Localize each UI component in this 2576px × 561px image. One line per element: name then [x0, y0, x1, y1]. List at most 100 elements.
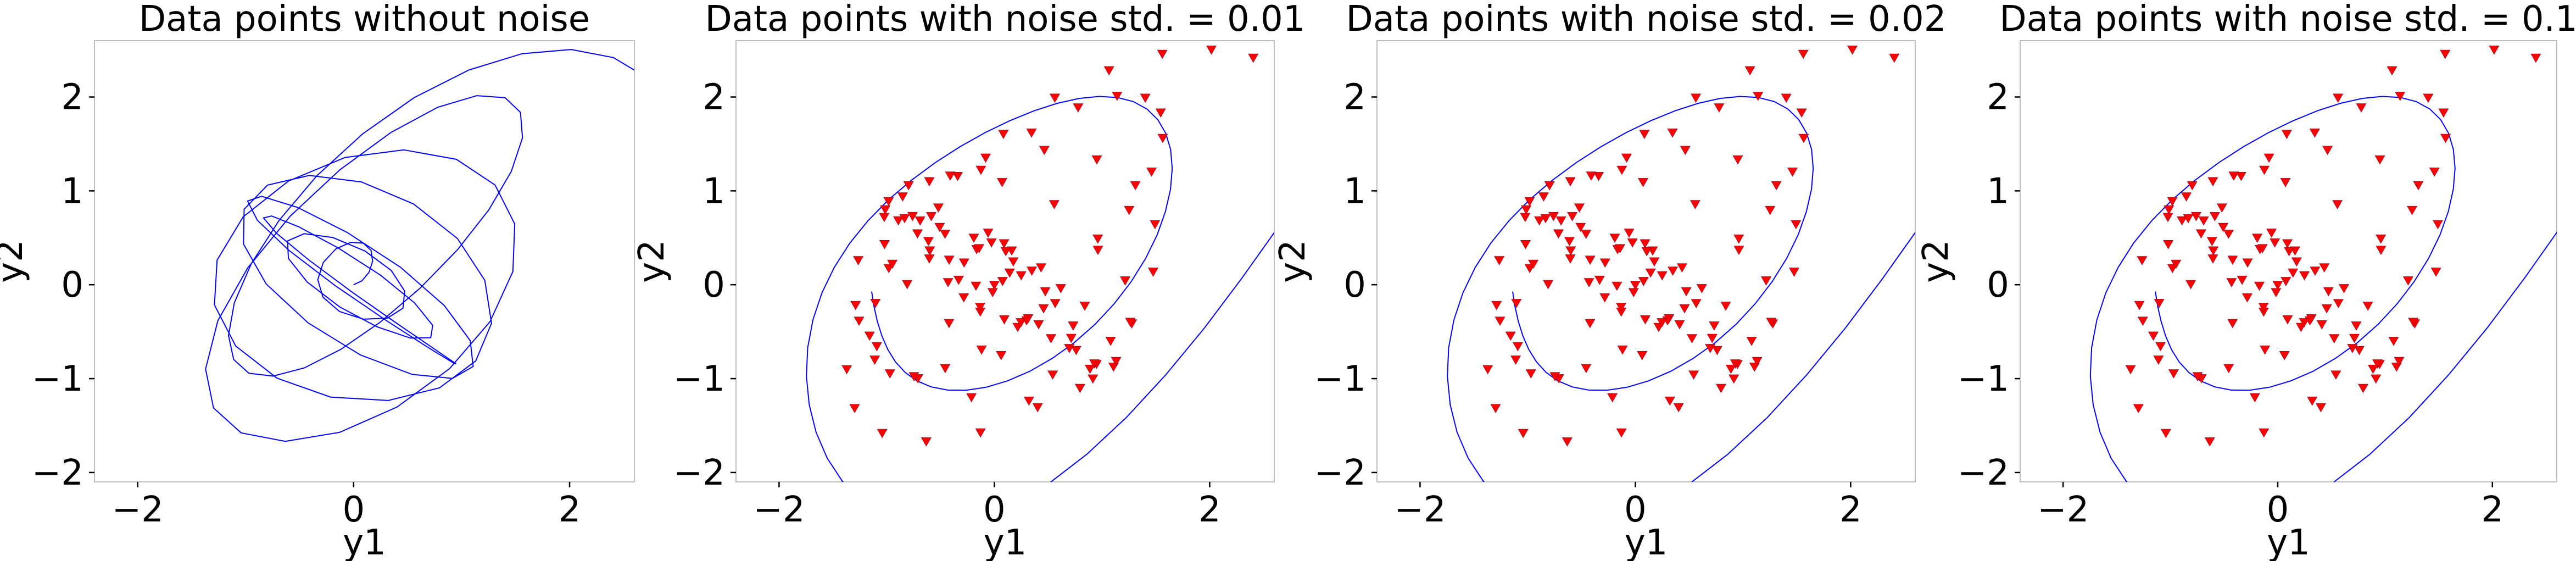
- data-point-marker: [2374, 155, 2385, 165]
- data-point-marker: [921, 437, 932, 447]
- data-point-marker: [1707, 334, 1718, 343]
- data-point-marker: [871, 342, 882, 352]
- data-point-marker: [2252, 234, 2263, 243]
- data-point-marker: [2281, 277, 2291, 286]
- data-point-marker: [1512, 342, 1523, 352]
- x-tick-label: −2: [111, 490, 163, 530]
- data-point-marker: [1089, 359, 1100, 369]
- data-point-marker: [1482, 365, 1493, 375]
- x-tick-label: −2: [2037, 490, 2089, 530]
- data-point-marker: [1781, 93, 1792, 103]
- data-point-marker: [1746, 336, 1757, 346]
- data-point-marker: [2339, 284, 2350, 293]
- data-point-marker: [2235, 171, 2246, 181]
- data-point-marker: [924, 177, 935, 187]
- data-point-marker: [996, 178, 1008, 187]
- data-point-marker: [1124, 205, 1135, 215]
- data-point-marker: [1680, 146, 1691, 155]
- data-point-marker: [2440, 134, 2451, 143]
- chart-title: Data points without noise: [139, 0, 590, 40]
- data-point-marker: [2137, 256, 2148, 265]
- y-tick-label: −2: [1958, 453, 2009, 493]
- data-point-marker: [2167, 197, 2178, 207]
- data-point-marker: [1686, 334, 1698, 343]
- data-point-marker: [1761, 276, 1772, 286]
- data-point-marker: [2349, 334, 2360, 343]
- data-point-marker: [975, 165, 986, 175]
- data-point-marker: [850, 301, 861, 310]
- data-point-marker: [2372, 359, 2383, 369]
- data-point-marker: [966, 393, 977, 403]
- x-tick-label: 0: [2267, 490, 2289, 530]
- data-point-marker: [2171, 259, 2182, 269]
- data-point-marker: [1050, 299, 1061, 308]
- data-point-marker: [2282, 315, 2293, 325]
- data-point-marker: [2530, 53, 2541, 63]
- data-point-marker: [1732, 155, 1743, 165]
- chart-panel-3: Data points with noise std. = 0.02 −2 0 2 −2…: [1273, 0, 1946, 561]
- data-point-marker: [1112, 92, 1123, 101]
- data-point-marker: [2192, 372, 2203, 382]
- data-point-marker: [1004, 268, 1015, 278]
- y-tick-label: −2: [673, 453, 725, 493]
- data-point-marker: [2223, 230, 2234, 239]
- data-point-marker: [1765, 205, 1776, 215]
- x-axis-label: y1: [343, 523, 386, 561]
- data-point-marker: [2354, 346, 2365, 356]
- data-point-marker: [2321, 304, 2332, 314]
- data-point-marker: [2185, 280, 2196, 290]
- data-point-marker: [1730, 359, 1741, 369]
- data-point-marker: [1146, 167, 1157, 177]
- data-point-marker: [2226, 278, 2237, 287]
- data-point-marker: [1105, 336, 1116, 346]
- data-point-marker: [1640, 239, 1651, 249]
- data-point-marker: [1543, 280, 1554, 290]
- data-point-marker: [1771, 181, 1782, 191]
- x-tick-label: 2: [559, 490, 581, 530]
- data-point-marker: [1520, 240, 1531, 249]
- y-tick-label: 0: [1987, 265, 2009, 306]
- data-point-marker: [1664, 396, 1675, 406]
- data-point-marker: [1505, 331, 1516, 341]
- chart-panel-4: Data points with noise std. = 0.1 −2 0 2 −2 −…: [1916, 0, 2576, 561]
- y-tick-label: 2: [61, 77, 83, 118]
- data-point-marker: [2438, 108, 2449, 118]
- data-point-marker: [1016, 318, 1027, 327]
- x-tick-label: 0: [342, 490, 365, 530]
- data-point-marker: [2351, 321, 2362, 331]
- data-point-marker: [989, 281, 1000, 290]
- data-point-marker: [1725, 364, 1736, 374]
- data-point-marker: [1889, 53, 1900, 63]
- data-point-marker: [2387, 66, 2397, 76]
- data-point-marker: [968, 234, 979, 243]
- data-point-marker: [1494, 256, 1505, 265]
- y-tick-label: 1: [1987, 171, 2009, 212]
- data-point-marker: [1714, 103, 1725, 113]
- data-point-marker: [2208, 246, 2219, 256]
- data-point-marker: [974, 244, 985, 254]
- data-point-marker: [940, 230, 951, 239]
- data-point-marker: [1549, 372, 1560, 382]
- y-axis-label: y2: [1273, 240, 1313, 283]
- x-tick-label: −2: [1394, 490, 1446, 530]
- data-point-marker: [1490, 404, 1501, 413]
- data-point-marker: [1157, 49, 1168, 59]
- data-point-marker: [1705, 344, 1716, 353]
- data-point-marker: [1639, 130, 1650, 140]
- data-point-marker: [1047, 370, 1058, 380]
- y-tick-label: 2: [1343, 77, 1366, 118]
- data-point-marker: [924, 246, 935, 256]
- data-point-marker: [1612, 281, 1622, 291]
- data-point-marker: [1615, 244, 1626, 254]
- data-point-marker: [1637, 351, 1648, 360]
- data-point-marker: [2330, 370, 2341, 380]
- data-point-marker: [997, 277, 1008, 286]
- data-point-marker: [1206, 46, 1217, 55]
- data-point-marker: [1733, 234, 1744, 244]
- data-point-marker: [2133, 404, 2144, 413]
- data-point-marker: [2402, 276, 2413, 286]
- data-point-marker: [987, 288, 998, 297]
- data-point-marker: [2394, 357, 2405, 366]
- data-point-marker: [933, 203, 944, 213]
- data-point-marker: [2329, 334, 2340, 343]
